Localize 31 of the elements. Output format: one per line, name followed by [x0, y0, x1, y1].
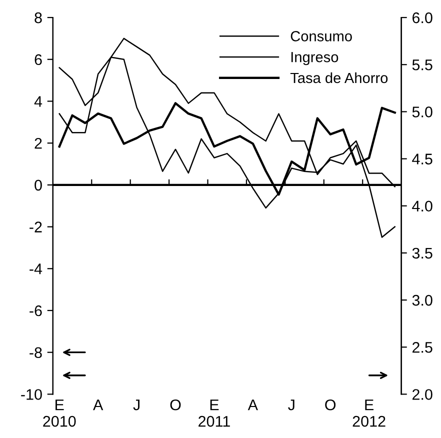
x-tick-label: J	[133, 400, 140, 410]
y-tick-label: 2	[34, 138, 42, 149]
x-tick-label: O	[325, 399, 336, 410]
legend-label: Tasa de Ahorro	[290, 72, 388, 84]
x-tick-label: E 2010	[43, 400, 76, 427]
x-tick-label: E 2011	[198, 400, 230, 427]
y-tick-label: 8	[34, 12, 42, 24]
y-tick-label: 6	[34, 54, 42, 66]
y2-tick-label: 4.5	[412, 154, 432, 164]
y2-tick-label: 3.5	[412, 248, 432, 259]
y2-tick-label: 3.0	[412, 294, 432, 306]
y-tick-label: -10	[21, 389, 42, 400]
y2-tick-label: 2.5	[412, 342, 432, 353]
y-tick-label: 0	[34, 180, 42, 191]
x-tick-label: O	[170, 399, 181, 410]
legend-label: Consumo	[290, 31, 352, 42]
y2-tick-label: 5.5	[412, 60, 432, 70]
y-tick-label: -2	[30, 222, 42, 232]
y2-tick-label: 5.0	[412, 106, 432, 118]
y-tick-label: -4	[30, 264, 42, 274]
legend-label: Ingreso	[291, 52, 338, 66]
y2-tick-label: 4.0	[412, 200, 432, 212]
y-tick-label: 4	[34, 96, 42, 107]
x-tick-label: A	[93, 400, 104, 410]
y-tick-label: -8	[30, 347, 42, 358]
y2-tick-label: 6.0	[412, 12, 432, 24]
x-tick-label: J	[288, 400, 294, 410]
x-tick-label: A	[248, 400, 258, 410]
x-tick-label: E 2012	[352, 400, 386, 427]
y2-tick-label: 2.0	[412, 389, 432, 400]
y-tick-label: -6	[30, 305, 42, 316]
